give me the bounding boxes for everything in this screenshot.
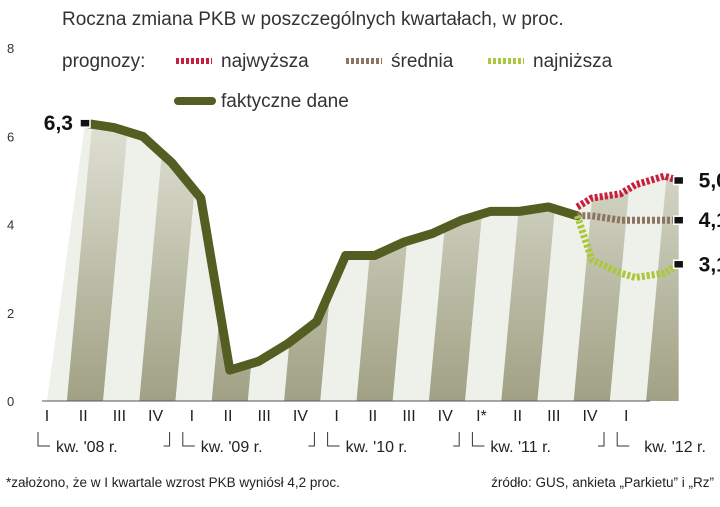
year-bracket bbox=[471, 432, 485, 447]
footnote: *założono, że w I kwartale wzrost PKB wy… bbox=[6, 475, 340, 490]
series-line-najniższa bbox=[573, 214, 681, 282]
year-label: kw. '09 r. bbox=[201, 439, 263, 456]
series-lines bbox=[80, 118, 681, 375]
legend-prefix: prognozy: bbox=[62, 51, 145, 72]
x-tick-label: IV bbox=[148, 408, 163, 425]
x-tick-label: III bbox=[113, 408, 126, 425]
end-markers bbox=[79, 118, 685, 270]
legend-label-srednia: średnia bbox=[391, 51, 454, 72]
year-bracket-end bbox=[308, 432, 315, 447]
x-tick-label: IV bbox=[438, 408, 453, 425]
background-band bbox=[66, 123, 132, 401]
series-line-najwyższa bbox=[575, 172, 680, 210]
x-tick-label: I* bbox=[476, 408, 487, 425]
x-tick-label: II bbox=[224, 408, 233, 425]
value-label: 3,1 bbox=[699, 253, 720, 276]
x-tick-label: II bbox=[79, 408, 88, 425]
year-label: kw. '12 r. bbox=[644, 439, 706, 456]
x-tick-label: III bbox=[547, 408, 560, 425]
x-tick-label: IV bbox=[293, 408, 308, 425]
x-tick-label: I bbox=[624, 408, 628, 425]
value-label: 5,0 bbox=[699, 170, 720, 193]
y-tick-label: 0 bbox=[7, 394, 14, 409]
value-label: 6,3 bbox=[44, 112, 73, 135]
legend-label-najnizsza: najniższa bbox=[533, 51, 613, 72]
x-tick-label: I bbox=[190, 408, 194, 425]
series-line-faktyczne-dane bbox=[80, 118, 582, 375]
x-tick-label: I bbox=[45, 408, 49, 425]
x-tick-label: III bbox=[402, 408, 415, 425]
y-axis: 0 2 4 6 8 bbox=[7, 41, 14, 409]
x-tick-label: IV bbox=[582, 408, 597, 425]
year-bracket bbox=[327, 432, 340, 447]
year-bracket bbox=[616, 432, 630, 447]
x-axis-tick-labels: I II III IV I II III IV I II III IV I* II III IV I bbox=[45, 408, 629, 425]
background-band bbox=[646, 123, 679, 401]
year-label: kw. '10 r. bbox=[346, 439, 408, 456]
background-band bbox=[103, 123, 168, 401]
x-tick-label: II bbox=[513, 408, 522, 425]
year-bracket bbox=[37, 432, 50, 447]
x-tick-label: I bbox=[334, 408, 338, 425]
background-bands bbox=[46, 92, 720, 401]
value-label: 4,1 bbox=[699, 209, 720, 232]
legend: prognozy: najwyższa średnia najniższa fa… bbox=[62, 51, 613, 112]
year-bracket-end bbox=[598, 432, 605, 447]
end-marker bbox=[672, 259, 685, 270]
end-marker bbox=[672, 175, 685, 186]
y-tick-label: 6 bbox=[7, 129, 14, 144]
x-axis-year-groups: kw. '08 r. kw. '09 r. kw. '10 r. kw. '11 r.… bbox=[37, 432, 706, 456]
y-tick-label: 8 bbox=[7, 41, 14, 56]
year-bracket-end bbox=[163, 432, 171, 447]
y-tick-label: 4 bbox=[7, 218, 14, 233]
x-tick-label: III bbox=[258, 408, 271, 425]
background-band bbox=[682, 92, 720, 401]
series-line-średnia bbox=[577, 212, 679, 224]
year-bracket-end bbox=[453, 432, 460, 447]
end-marker bbox=[672, 215, 685, 225]
y-tick-label: 2 bbox=[7, 306, 14, 321]
value-labels: 6,3 5,0 4,1 3,1 bbox=[44, 112, 720, 276]
year-label: kw. '11 r. bbox=[490, 439, 551, 456]
year-bracket bbox=[182, 432, 195, 447]
legend-label-faktyczne: faktyczne dane bbox=[221, 91, 349, 112]
year-label: kw. '08 r. bbox=[56, 439, 118, 456]
source: źródło: GUS, ankieta „Parkietu” i „Rz” bbox=[491, 475, 714, 490]
chart-title: Roczna zmiana PKB w poszczególnych kwart… bbox=[62, 9, 564, 30]
legend-label-najwyzsza: najwyższa bbox=[221, 51, 309, 72]
end-marker bbox=[79, 118, 91, 128]
x-tick-label: II bbox=[368, 408, 377, 425]
